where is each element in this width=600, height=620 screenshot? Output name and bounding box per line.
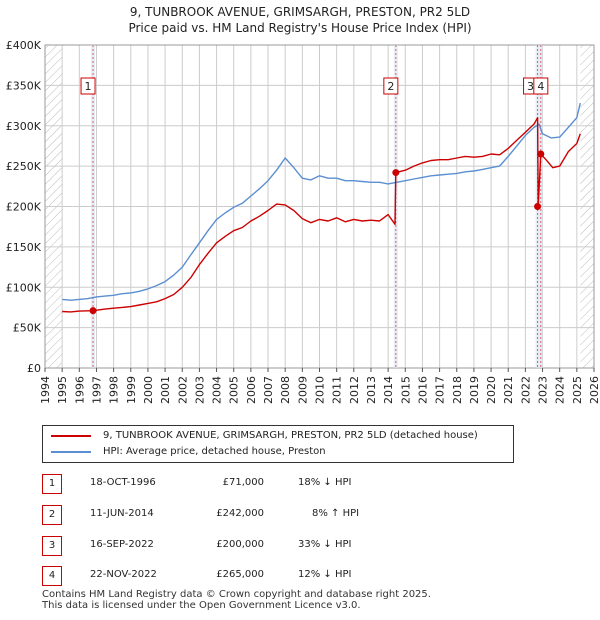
marker-label-text: 3 — [527, 80, 534, 93]
series-line-hpi — [62, 102, 581, 301]
transaction-hpi-diff: 18% ↓ HPI — [298, 477, 352, 488]
chart-grid — [44, 44, 595, 369]
y-tick-label: £100K — [6, 281, 42, 294]
transaction-marker — [534, 203, 542, 210]
legend: 9, TUNBROOK AVENUE, GRIMSARGH, PRESTON, … — [42, 425, 514, 463]
x-tick-label: 2009 — [296, 376, 309, 404]
x-tick-label: 2007 — [262, 376, 275, 404]
x-tick-label: 2004 — [211, 376, 224, 404]
x-tick-label: 1998 — [108, 376, 121, 404]
transaction-price: £200,000 — [216, 539, 264, 550]
transaction-marker — [537, 150, 545, 158]
legend-label-property: 9, TUNBROOK AVENUE, GRIMSARGH, PRESTON, … — [103, 430, 478, 441]
y-tick-label: £0 — [27, 362, 41, 375]
transaction-marker — [392, 169, 400, 177]
legend-swatch-property — [51, 435, 91, 437]
x-tick-label: 2005 — [228, 376, 241, 404]
x-tick-label: 2001 — [159, 376, 172, 404]
transaction-hpi-diff: 12% ↓ HPI — [298, 569, 352, 580]
x-tick-label: 2017 — [434, 376, 447, 404]
transaction-date: 11-JUN-2014 — [90, 508, 154, 519]
transaction-price: £71,000 — [222, 477, 264, 488]
y-tick-label: £150K — [6, 241, 42, 254]
marker-label-text: 4 — [537, 80, 544, 93]
series-line-property — [62, 116, 581, 313]
legend-label-hpi: HPI: Average price, detached house, Pres… — [103, 446, 326, 457]
x-tick-label: 1997 — [90, 376, 103, 404]
chart-series — [62, 102, 581, 313]
y-tick-label: £50K — [13, 322, 42, 335]
x-tick-label: 2025 — [571, 376, 584, 404]
transaction-number: 1 — [42, 474, 62, 494]
chart-title: 9, TUNBROOK AVENUE, GRIMSARGH, PRESTON, … — [129, 5, 471, 19]
x-tick-label: 2018 — [451, 376, 464, 404]
x-tick-label: 2008 — [279, 376, 292, 404]
transaction-row: 2 11-JUN-2014 £242,000 8% ↑ HPI — [42, 505, 462, 527]
transaction-number: 3 — [42, 536, 62, 556]
x-tick-label: 2023 — [537, 376, 550, 404]
x-tick-label: 2022 — [519, 376, 532, 404]
chart-subtitle: Price paid vs. HM Land Registry's House … — [128, 21, 472, 35]
x-tick-label: 2010 — [314, 376, 327, 404]
marker-label-text: 1 — [85, 80, 92, 93]
transaction-date: 18-OCT-1996 — [90, 477, 156, 488]
x-tick-label: 2019 — [468, 376, 481, 404]
legend-swatch-hpi — [51, 451, 91, 453]
x-tick-label: 2006 — [245, 376, 258, 404]
marker-label-box — [533, 77, 549, 95]
transaction-row: 4 22-NOV-2022 £265,000 12% ↓ HPI — [42, 566, 462, 588]
x-tick-label: 2003 — [193, 376, 206, 404]
y-tick-label: £250K — [6, 160, 42, 173]
x-tick-label: 2000 — [142, 376, 155, 404]
x-tick-label: 1995 — [56, 376, 69, 404]
footer-licence: This data is licensed under the Open Gov… — [42, 600, 361, 611]
x-tick-label: 2016 — [416, 376, 429, 404]
footer: Contains HM Land Registry data © Crown c… — [42, 589, 431, 611]
marker-label-box — [383, 77, 399, 95]
price-chart: £0 £50K £100K £150K £200K £250K £300K £350K £400… — [6, 39, 600, 404]
transaction-marker — [89, 307, 97, 315]
x-tick-label: 2012 — [348, 376, 361, 404]
x-tick-label: 2020 — [485, 376, 498, 404]
x-tick-label: 2024 — [554, 376, 567, 404]
x-tick-label: 2026 — [588, 376, 600, 404]
transaction-price: £265,000 — [216, 569, 264, 580]
y-tick-label: £350K — [6, 79, 42, 92]
x-tick-label: 1994 — [39, 376, 52, 404]
x-tick-label: 2021 — [502, 376, 515, 404]
x-tick-label: 2013 — [365, 376, 378, 404]
x-tick-label: 2002 — [176, 376, 189, 404]
transaction-hpi-diff: 33% ↓ HPI — [298, 539, 352, 550]
transaction-hpi-diff: 8% ↑ HPI — [312, 508, 360, 519]
transaction-number: 4 — [42, 566, 62, 586]
transaction-row: 1 18-OCT-1996 £71,000 18% ↓ HPI — [42, 474, 462, 496]
transaction-date: 16-SEP-2022 — [90, 539, 154, 550]
y-tick-label: £400K — [6, 39, 42, 52]
footer-copyright: Contains HM Land Registry data © Crown c… — [42, 589, 431, 600]
x-tick-label: 1996 — [73, 376, 86, 404]
y-axis: £0 £50K £100K £150K £200K £250K £300K £350K £400… — [6, 39, 42, 375]
marker-label-box — [80, 77, 96, 95]
y-tick-label: £300K — [6, 120, 42, 133]
y-tick-label: £200K — [6, 201, 42, 214]
x-tick-label: 2015 — [399, 376, 412, 404]
transaction-price: £242,000 — [216, 508, 264, 519]
x-tick-label: 2011 — [331, 376, 344, 404]
chart-markers — [89, 150, 545, 315]
transaction-number: 2 — [42, 505, 62, 525]
transaction-date: 22-NOV-2022 — [90, 569, 157, 580]
x-axis: 1994 1995 1996 1997 1998 1999 2000 2001 2002 2003… — [39, 368, 600, 404]
x-tick-label: 2014 — [382, 376, 395, 404]
x-tick-label: 1999 — [125, 376, 138, 404]
marker-label-text: 2 — [387, 80, 394, 93]
transaction-row: 3 16-SEP-2022 £200,000 33% ↓ HPI — [42, 536, 462, 558]
